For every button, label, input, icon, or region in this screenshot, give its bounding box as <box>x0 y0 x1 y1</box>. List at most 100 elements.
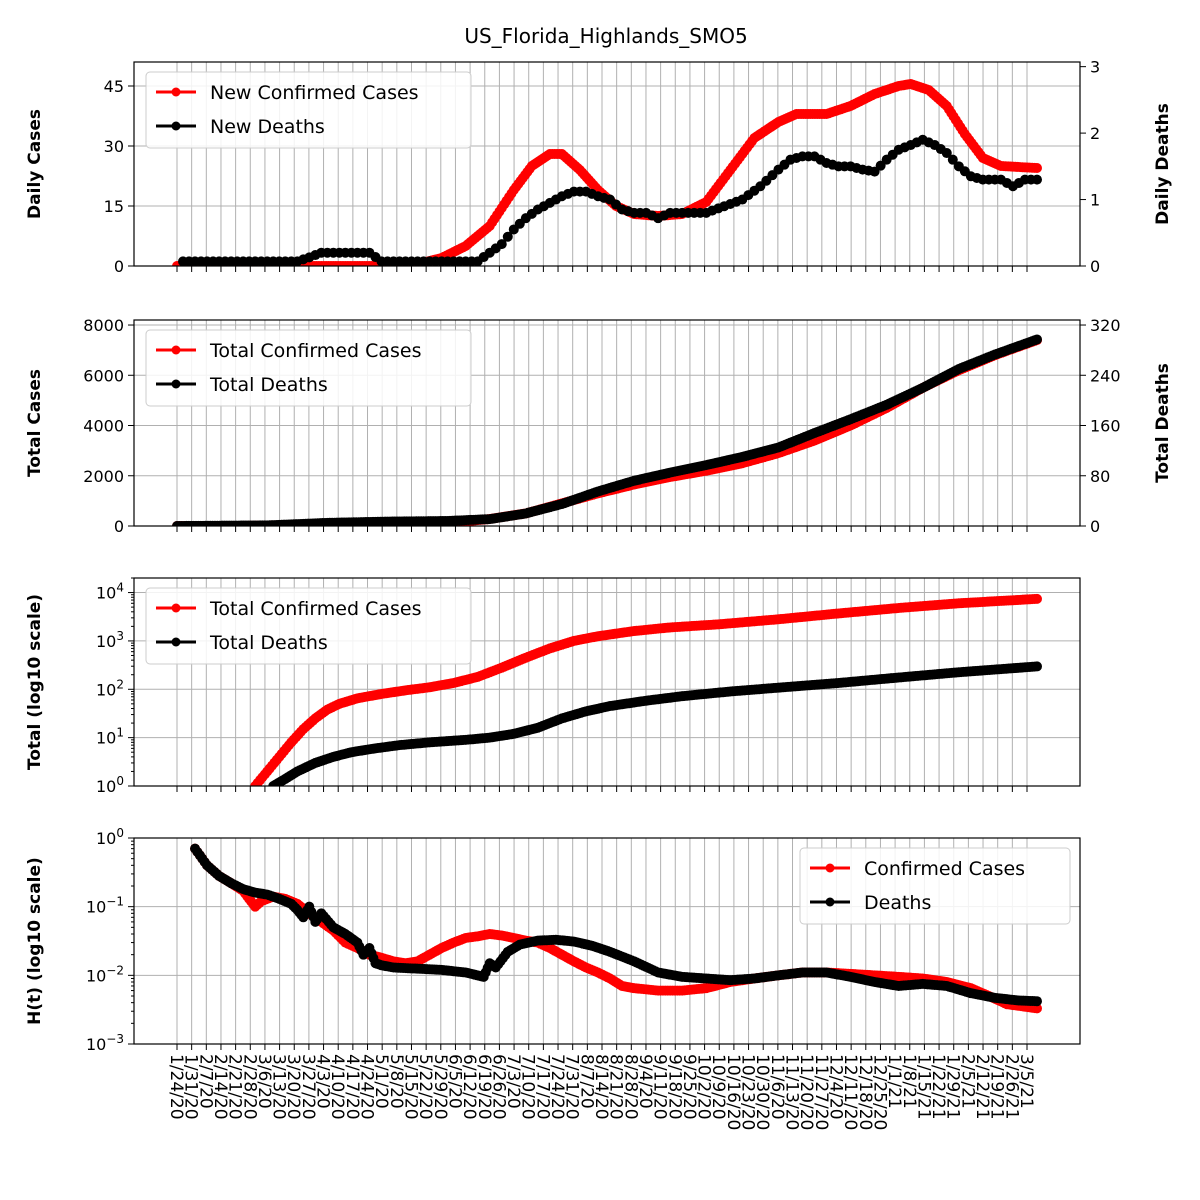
x-tick-label: 9/11/20 <box>650 1054 670 1120</box>
y-tick-label: 6000 <box>83 366 124 385</box>
y2-axis-label: Daily Deaths <box>1153 103 1173 225</box>
x-tick-label: 7/17/20 <box>532 1054 552 1120</box>
axes-frame <box>133 319 1081 527</box>
x-tick-label: 3/13/20 <box>269 1054 289 1120</box>
x-tick-label: 11/20/20 <box>796 1054 816 1130</box>
legend-marker <box>171 603 181 613</box>
x-tick-label: 2/7/20 <box>195 1054 215 1109</box>
y-tick-label: 0 <box>114 517 124 536</box>
x-tick-label: 7/10/20 <box>518 1054 538 1120</box>
x-tick-label: 1/29/21 <box>943 1054 963 1120</box>
data-point <box>1032 334 1042 345</box>
x-tick-label: 10/23/20 <box>738 1054 758 1130</box>
legend-label: Total Confirmed Cases <box>209 340 422 362</box>
series-total-deaths <box>172 334 1042 526</box>
x-tick-label: 1/1/21 <box>884 1054 904 1109</box>
x-tick-label: 1/31/20 <box>181 1054 201 1120</box>
y-tick-label: 30 <box>104 137 124 156</box>
x-tick-label: 12/25/20 <box>869 1054 889 1130</box>
legend-marker <box>171 637 181 647</box>
x-tick-label: 11/6/20 <box>767 1054 787 1120</box>
x-tick-label: 12/18/20 <box>855 1054 875 1130</box>
legend-label: Confirmed Cases <box>864 858 1025 880</box>
y2-tick-label: 3 <box>1090 58 1100 77</box>
x-tick-label: 8/28/20 <box>620 1054 640 1120</box>
x-tick-label: 10/9/20 <box>708 1054 728 1120</box>
y2-tick-label: 160 <box>1090 417 1121 436</box>
y2-tick-label: 1 <box>1090 191 1100 210</box>
y2-tick-label: 0 <box>1090 517 1100 536</box>
y-tick-label: 4000 <box>83 417 124 436</box>
x-tick-label: 6/12/20 <box>459 1054 479 1120</box>
x-tick-label: 8/14/20 <box>591 1054 611 1120</box>
series-total-deaths <box>268 661 1042 786</box>
x-tick-label: 8/7/20 <box>576 1054 596 1109</box>
y-axis-label: Daily Cases <box>25 109 45 219</box>
y-tick-label: 100 <box>96 774 124 796</box>
x-tick-label: 6/5/20 <box>444 1054 464 1109</box>
y-tick-label: 15 <box>104 197 124 216</box>
legend-box <box>799 847 1071 925</box>
data-point <box>1032 661 1042 672</box>
x-tick-label: 2/21/20 <box>225 1054 245 1120</box>
x-tick-label: 11/27/20 <box>811 1054 831 1130</box>
y-tick-label: 100 <box>96 826 124 848</box>
x-tick-label: 5/15/20 <box>400 1054 420 1120</box>
series-total-confirmed-cases <box>250 593 1042 786</box>
x-tick-label: 12/11/20 <box>840 1054 860 1130</box>
x-tick-label: 3/6/20 <box>254 1054 274 1109</box>
legend-label: Total Confirmed Cases <box>209 598 422 620</box>
legend: New Confirmed Cases New Deaths <box>145 71 472 149</box>
x-tick-label: 11/13/20 <box>782 1054 802 1130</box>
x-tick-label: 2/28/20 <box>239 1054 259 1120</box>
x-tick-label: 2/26/21 <box>1001 1054 1021 1120</box>
data-point <box>1032 593 1042 604</box>
y2-tick-label: 240 <box>1090 366 1121 385</box>
x-tick-label: 2/14/20 <box>210 1054 230 1120</box>
data-point <box>496 239 507 250</box>
data-point <box>1032 163 1042 173</box>
y-tick-label: 0 <box>114 257 124 276</box>
x-tick-label: 5/29/20 <box>430 1054 450 1120</box>
x-tick-label: 5/22/20 <box>415 1054 435 1120</box>
x-tick-label: 2/5/21 <box>957 1054 977 1109</box>
y-tick-label: 10−3 <box>86 1032 124 1054</box>
axes-frame <box>133 837 1081 1045</box>
x-tick-label: 3/5/21 <box>1016 1054 1036 1109</box>
x-tick-label: 6/19/20 <box>474 1054 494 1120</box>
data-point <box>947 154 958 165</box>
legend-marker <box>171 121 181 131</box>
x-tick-label: 4/3/20 <box>313 1054 333 1109</box>
panel-1: 0 15 30 45 0 1 2 3 Daily Cases Daily Deaths New Co… <box>25 58 1173 276</box>
series-line <box>272 664 1038 786</box>
panel-3: 100 101 102 103 104 Total (log10 scale) Total … <box>25 577 1081 796</box>
series-deaths <box>190 843 1042 1007</box>
legend-box <box>145 587 472 665</box>
data-point <box>1032 996 1042 1007</box>
axes-frame <box>133 61 1081 267</box>
y-tick-label: 10−2 <box>86 963 124 985</box>
legend-marker <box>171 379 181 389</box>
x-tick-label: 6/26/20 <box>488 1054 508 1120</box>
legend-label: Deaths <box>864 892 931 914</box>
x-tick-label: 7/3/20 <box>503 1054 523 1109</box>
x-tick-label: 3/20/20 <box>283 1054 303 1120</box>
legend-label: New Confirmed Cases <box>210 82 419 104</box>
y-axis-label: Total (log10 scale) <box>25 594 45 770</box>
axes-frame <box>133 577 1081 787</box>
y-tick-label: 2000 <box>83 467 124 486</box>
x-tick-label: 4/10/20 <box>327 1054 347 1120</box>
x-tick-label: 8/21/20 <box>606 1054 626 1120</box>
legend-marker <box>171 345 181 355</box>
x-tick-label: 9/4/20 <box>635 1054 655 1109</box>
y2-axis-label: Total Deaths <box>1153 363 1173 483</box>
data-point <box>1032 174 1042 185</box>
legend-label: Total Deaths <box>209 374 328 396</box>
legend-marker <box>171 87 181 97</box>
y2-tick-label: 80 <box>1090 467 1110 486</box>
y-tick-label: 101 <box>96 726 124 748</box>
y-tick-label: 10−1 <box>86 895 124 917</box>
y-tick-label: 102 <box>96 677 124 699</box>
x-tick-label: 9/18/20 <box>664 1054 684 1120</box>
x-tick-label: 12/4/20 <box>825 1054 845 1120</box>
